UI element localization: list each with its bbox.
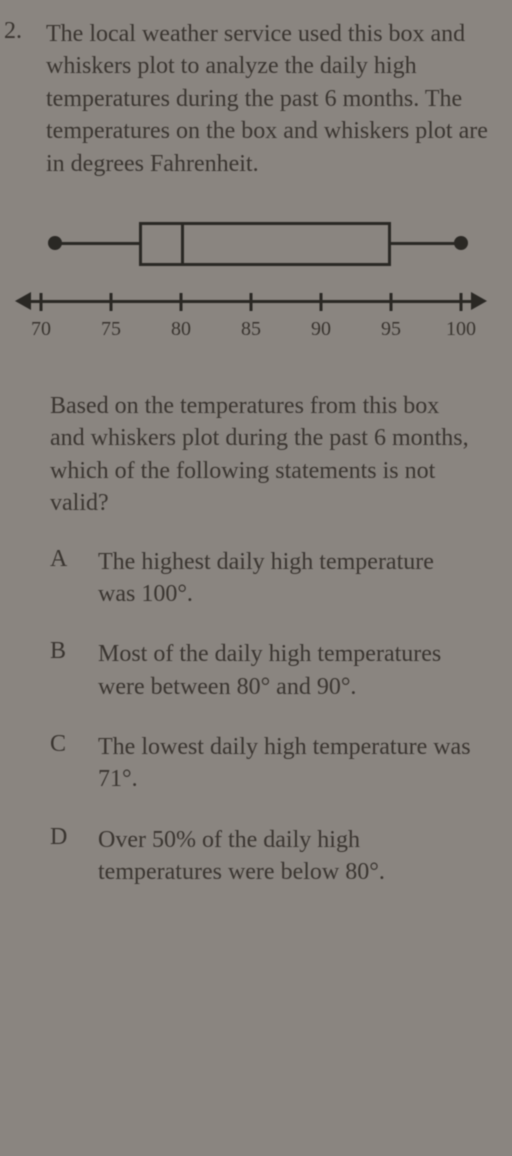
question-text: The local weather service used this box … xyxy=(46,18,492,180)
axis-tick-label: 100 xyxy=(446,318,476,341)
whisker-right xyxy=(391,242,461,245)
question-number: 2. xyxy=(4,18,22,180)
choice-letter: A xyxy=(50,546,72,611)
axis-tick xyxy=(180,293,183,311)
axis-tick-label: 95 xyxy=(381,318,401,341)
whisker-left xyxy=(55,242,139,245)
choice-text: Most of the daily high temperatures were… xyxy=(98,638,476,703)
axis-tick-label: 90 xyxy=(311,318,331,341)
axis-tick xyxy=(390,293,393,311)
axis-tick-label: 85 xyxy=(241,318,261,341)
choice-letter: C xyxy=(50,731,72,796)
axis-tick xyxy=(460,293,463,311)
axis-tick xyxy=(40,293,43,311)
axis-tick-label: 80 xyxy=(171,318,191,341)
boxplot-area: 70 75 80 85 90 95 100 xyxy=(21,210,481,360)
choice-c[interactable]: C The lowest daily high temperature was 7… xyxy=(50,731,476,796)
median-line xyxy=(181,222,184,266)
boxplot xyxy=(21,216,481,276)
choice-text: The highest daily high temperature was 1… xyxy=(98,546,476,611)
choice-letter: D xyxy=(50,824,72,889)
axis-tick xyxy=(320,293,323,311)
min-point xyxy=(48,236,62,250)
arrow-right-icon xyxy=(471,292,487,310)
axis-tick-label: 70 xyxy=(31,318,51,341)
choice-text: Over 50% of the daily high temperatures … xyxy=(98,824,476,889)
box xyxy=(139,222,391,266)
axis-tick xyxy=(110,293,113,311)
choice-b[interactable]: B Most of the daily high temperatures wer… xyxy=(50,638,476,703)
answer-choices: A The highest daily high temperature was … xyxy=(50,546,476,889)
axis-tick xyxy=(250,293,253,311)
max-point xyxy=(454,236,468,250)
choice-d[interactable]: D Over 50% of the daily high temperatures… xyxy=(50,824,476,889)
choice-a[interactable]: A The highest daily high temperature was … xyxy=(50,546,476,611)
arrow-left-icon xyxy=(15,292,31,310)
choice-text: The lowest daily high temperature was 71… xyxy=(98,731,476,796)
sub-question-text: Based on the temperatures from this box … xyxy=(50,390,476,520)
choice-letter: B xyxy=(50,638,72,703)
axis-tick-label: 75 xyxy=(101,318,121,341)
number-line-axis: 70 75 80 85 90 95 100 xyxy=(21,290,481,360)
